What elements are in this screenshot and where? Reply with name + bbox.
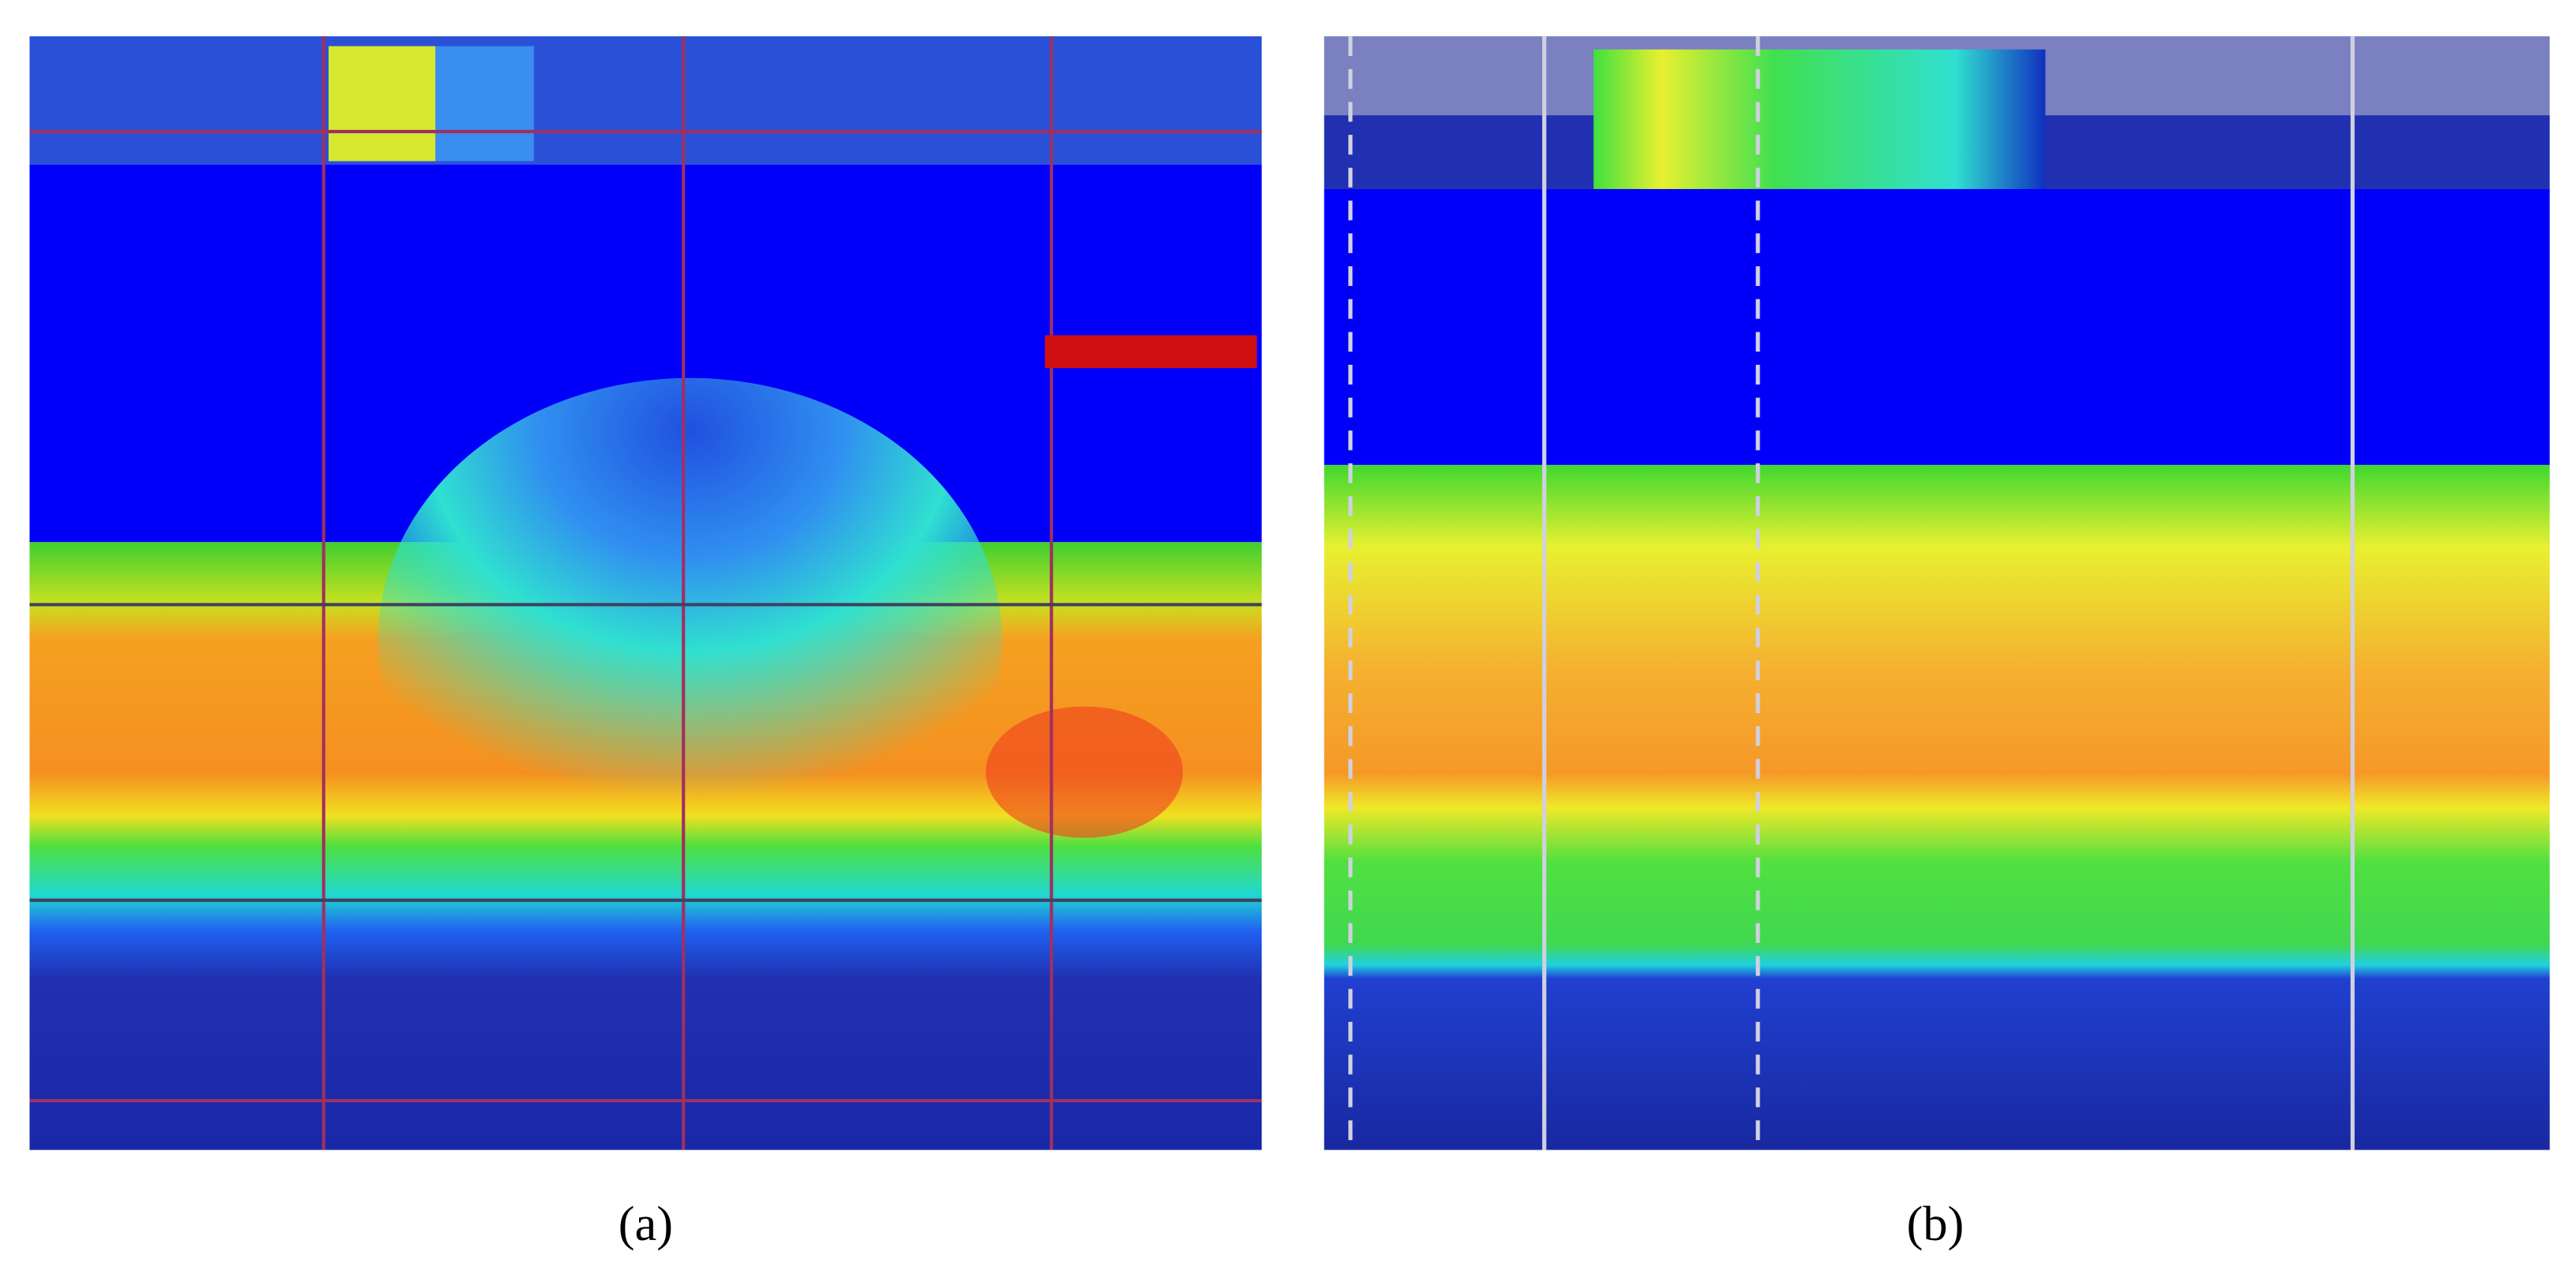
caption: (b) [1906,1196,1964,1251]
panel-a [29,36,1262,1150]
caption: (a) [619,1196,673,1251]
grid [1348,36,2355,1150]
cool-patch [377,377,1002,904]
hot-block [328,46,436,162]
hot-block [1593,49,2046,189]
hot-spot [985,706,1184,838]
warm-block [435,46,534,162]
top-band [29,36,1262,165]
label-box [1044,335,1257,369]
blue-region [1324,188,2550,466]
grid [29,36,1262,1150]
panel-b [1324,36,2550,1150]
heat-region [1324,465,2550,1150]
